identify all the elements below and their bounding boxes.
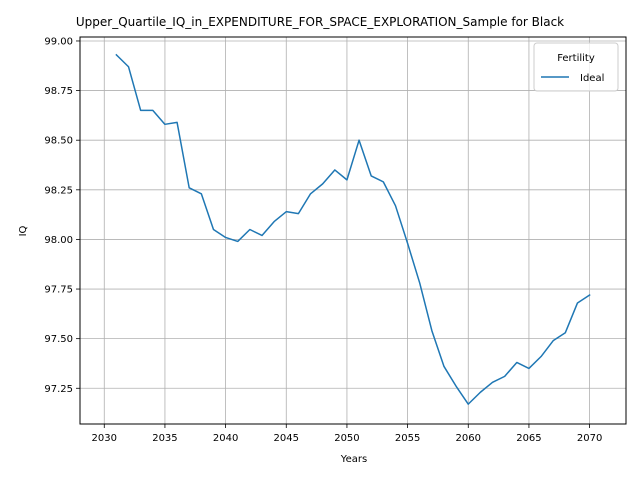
- y-tick-label: 98.75: [44, 86, 73, 97]
- y-tick-label: 97.50: [44, 334, 73, 345]
- x-tick-label: 2035: [152, 433, 177, 444]
- x-axis: 2030 2035 2040 2045 2050 2055 2060 2065 2070: [92, 424, 602, 444]
- plot-area: [79, 36, 627, 425]
- series-layer: [115, 53, 591, 405]
- y-axis: 97.25 97.50 97.75 98.00 98.25 98.50 98.75 99.00: [44, 36, 80, 395]
- x-tick-label: 2070: [577, 433, 602, 444]
- grid-lines: [80, 37, 626, 424]
- x-tick-label: 2045: [274, 433, 299, 444]
- x-axis-title: Years: [340, 454, 367, 465]
- x-tick-label: 2050: [334, 433, 359, 444]
- chart-title: Upper_Quartile_IQ_in_EXPENDITURE_FOR_SPA…: [76, 15, 564, 29]
- y-tick-label: 98.25: [44, 185, 73, 196]
- y-tick-label: 98.50: [44, 136, 73, 147]
- y-axis-title: IQ: [18, 225, 29, 236]
- y-tick-label: 99.00: [44, 36, 73, 47]
- series-line-ideal: [115, 53, 591, 405]
- x-tick-label: 2060: [456, 433, 481, 444]
- legend-box: [533, 42, 619, 92]
- legend: Fertility Ideal: [533, 42, 619, 92]
- x-tick-label: 2065: [516, 433, 541, 444]
- legend-label-ideal: Ideal: [580, 73, 604, 84]
- x-tick-label: 2040: [213, 433, 238, 444]
- y-tick-label: 97.75: [44, 285, 73, 296]
- legend-title: Fertility: [557, 53, 595, 64]
- y-tick-label: 97.25: [44, 384, 73, 395]
- y-tick-label: 98.00: [44, 235, 73, 246]
- x-tick-label: 2055: [395, 433, 420, 444]
- x-tick-label: 2030: [92, 433, 117, 444]
